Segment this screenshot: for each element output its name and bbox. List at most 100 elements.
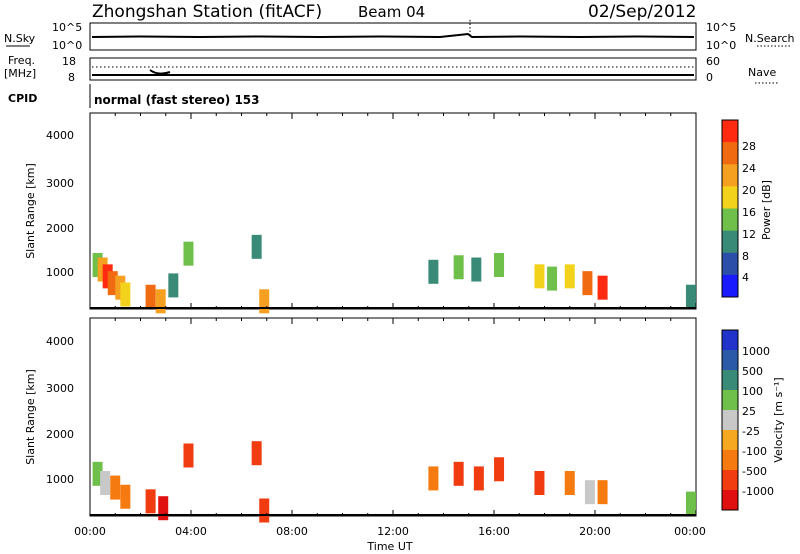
data-cell (155, 289, 166, 314)
power-cb-tick-16: 16 (742, 206, 756, 219)
velocity-panel: 4000 3000 2000 1000 Slant Range [km] (24, 317, 697, 523)
colorbar-swatch (722, 330, 738, 351)
velocity-ytick-2000: 2000 (46, 428, 74, 441)
nave-label: Nave (748, 66, 776, 79)
nsky-tick-bottom: 10^0 (52, 39, 82, 52)
colorbar-swatch (722, 230, 738, 254)
freq-panel (89, 57, 697, 81)
data-cell (92, 252, 103, 277)
cpid-label: CPID (8, 92, 37, 105)
power-colorbar-label: Power [dB] (760, 180, 773, 240)
data-cell (168, 273, 179, 298)
data-cell (471, 257, 482, 282)
power-cb-tick-4: 4 (742, 271, 749, 284)
velocity-colorbar-frame (721, 329, 739, 511)
power-ylabel: Slant Range [km] (24, 163, 37, 259)
data-cell (251, 441, 262, 466)
colorbar-swatch (722, 142, 738, 165)
data-cell (107, 271, 118, 296)
colorbar-swatch (722, 252, 738, 276)
data-cell (597, 480, 608, 505)
velocity-cb-tick-25: 25 (742, 405, 756, 418)
data-cell (183, 443, 194, 468)
nsky-label: N.Sky (4, 32, 36, 45)
velocity-cb-tick-m1000: -1000 (742, 485, 774, 498)
velocity-colorbar-label: Velocity [m s⁻¹] (772, 377, 785, 462)
velocity-cb-tick-500: 500 (742, 365, 763, 378)
colorbar-swatch (722, 208, 738, 232)
nave-tick-top: 60 (706, 55, 720, 68)
x-axis-label: Time UT (366, 540, 412, 553)
data-cell (251, 234, 262, 259)
x-tick-1200: 12:00 (377, 525, 409, 538)
data-cell (685, 491, 696, 516)
date-label: 02/Sep/2012 (588, 2, 696, 22)
velocity-cb-tick-1000: 1000 (742, 345, 770, 358)
colorbar-swatch (722, 490, 738, 511)
velocity-ytick-3000: 3000 (46, 382, 74, 395)
data-cell (564, 471, 575, 495)
x-tick-0800: 08:00 (276, 525, 308, 538)
colorbar-swatch (722, 350, 738, 371)
colorbar-swatch (722, 120, 738, 143)
x-tick-0000: 00:00 (74, 525, 106, 538)
data-cell (534, 264, 545, 289)
data-cell (685, 284, 696, 309)
station-title: Zhongshan Station (fitACF) (92, 2, 322, 22)
freq-unit: [MHz] (4, 67, 36, 80)
power-ytick-1000: 1000 (46, 266, 74, 279)
power-cb-tick-8: 8 (742, 250, 749, 263)
colorbar-swatch (722, 186, 738, 209)
velocity-ytick-4000: 4000 (46, 335, 74, 348)
data-cell (145, 489, 156, 514)
nsearch-tick-top: 10^5 (706, 21, 736, 34)
cpid-text: normal (fast stereo) 153 (94, 93, 260, 107)
colorbar-swatch (722, 370, 738, 391)
power-cb-tick-28: 28 (742, 140, 756, 153)
nsky-trace (91, 32, 695, 39)
data-cell (534, 471, 545, 495)
velocity-colorbar-swatches (722, 330, 738, 511)
power-panel: 4000 3000 2000 1000 Slant Range [km] (24, 112, 697, 314)
data-cell (115, 275, 126, 300)
colorbar-swatch (722, 410, 738, 431)
data-cell (183, 241, 194, 266)
colorbar-swatch (722, 390, 738, 411)
data-cell (597, 275, 608, 300)
data-cell (92, 461, 103, 486)
data-cell (494, 457, 505, 482)
velocity-cb-tick-m25: -25 (742, 425, 760, 438)
data-cell (428, 259, 439, 284)
power-ytick-4000: 4000 (46, 129, 74, 142)
x-tick-0400: 04:00 (175, 525, 207, 538)
velocity-cb-tick-100: 100 (742, 385, 763, 398)
data-cell (428, 466, 439, 491)
colorbar-swatch (722, 470, 738, 491)
power-ytick-2000: 2000 (46, 222, 74, 235)
data-cell (158, 496, 169, 521)
data-cell (584, 480, 595, 505)
freq-label: Freq. (8, 54, 35, 67)
nave-tick-bottom: 0 (706, 71, 713, 84)
velocity-ylabel: Slant Range [km] (24, 369, 37, 465)
data-cell (453, 461, 464, 486)
data-cell (259, 498, 270, 523)
power-colorbar-frame (721, 119, 739, 298)
velocity-cb-tick-m100: -100 (742, 445, 767, 458)
nsearch-label: N.Search (745, 32, 795, 45)
x-tick-2000: 20:00 (579, 525, 611, 538)
freq-dip (149, 69, 171, 75)
data-cell (494, 252, 505, 277)
data-cell (473, 466, 484, 491)
data-cell (120, 282, 131, 307)
velocity-ytick-1000: 1000 (46, 473, 74, 486)
velocity-colorbar: 1000 500 100 25 -25 -100 -500 -1000 Velo… (721, 329, 785, 511)
nsky-tick-top: 10^5 (52, 21, 82, 34)
data-cell (582, 271, 593, 296)
power-cells (90, 234, 696, 314)
power-colorbar: 28 24 20 16 12 8 4 Power [dB] (721, 119, 773, 298)
power-colorbar-swatches (722, 120, 738, 298)
power-ytick-3000: 3000 (46, 177, 74, 190)
colorbar-swatch (722, 450, 738, 471)
